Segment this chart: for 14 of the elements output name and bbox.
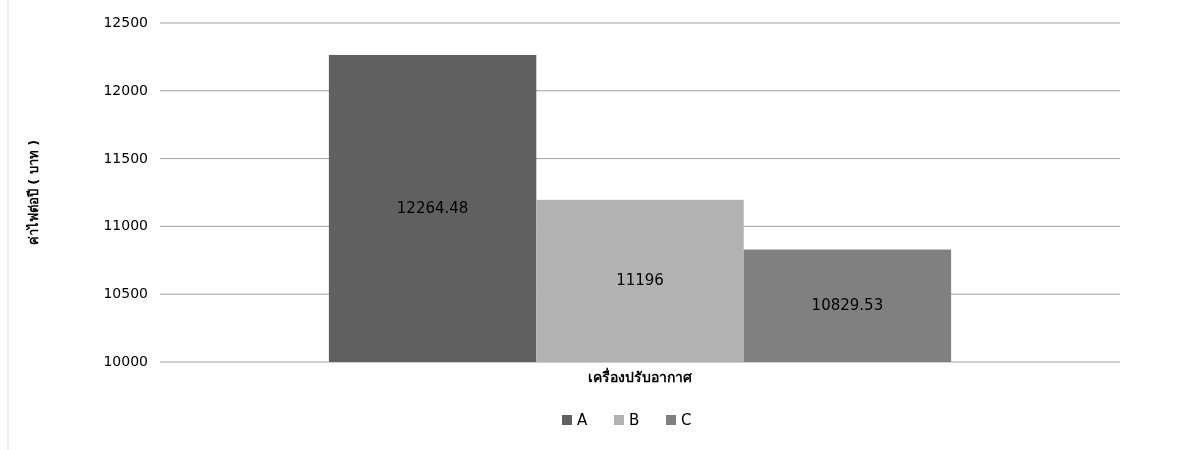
data-label: 10829.53 — [811, 296, 884, 315]
y-tick-label: 12500 — [103, 14, 148, 30]
y-tick-label: 10500 — [103, 285, 148, 302]
data-label: 11196 — [616, 271, 664, 290]
y-tick-label: 12000 — [103, 81, 148, 98]
legend-label: A — [577, 410, 588, 429]
x-tick-label: เครื่องปรับอากาศ — [588, 367, 693, 385]
y-axis-title: ค่าไฟต่อปี ( บาท ) — [25, 139, 41, 246]
y-tick-label: 10000 — [103, 353, 148, 369]
y-tick-label: 11500 — [103, 149, 148, 166]
data-label: 12264.48 — [396, 198, 469, 217]
legend-label: C — [681, 410, 692, 429]
y-tick-label: 11000 — [103, 217, 148, 234]
legend-label: B — [629, 410, 640, 429]
